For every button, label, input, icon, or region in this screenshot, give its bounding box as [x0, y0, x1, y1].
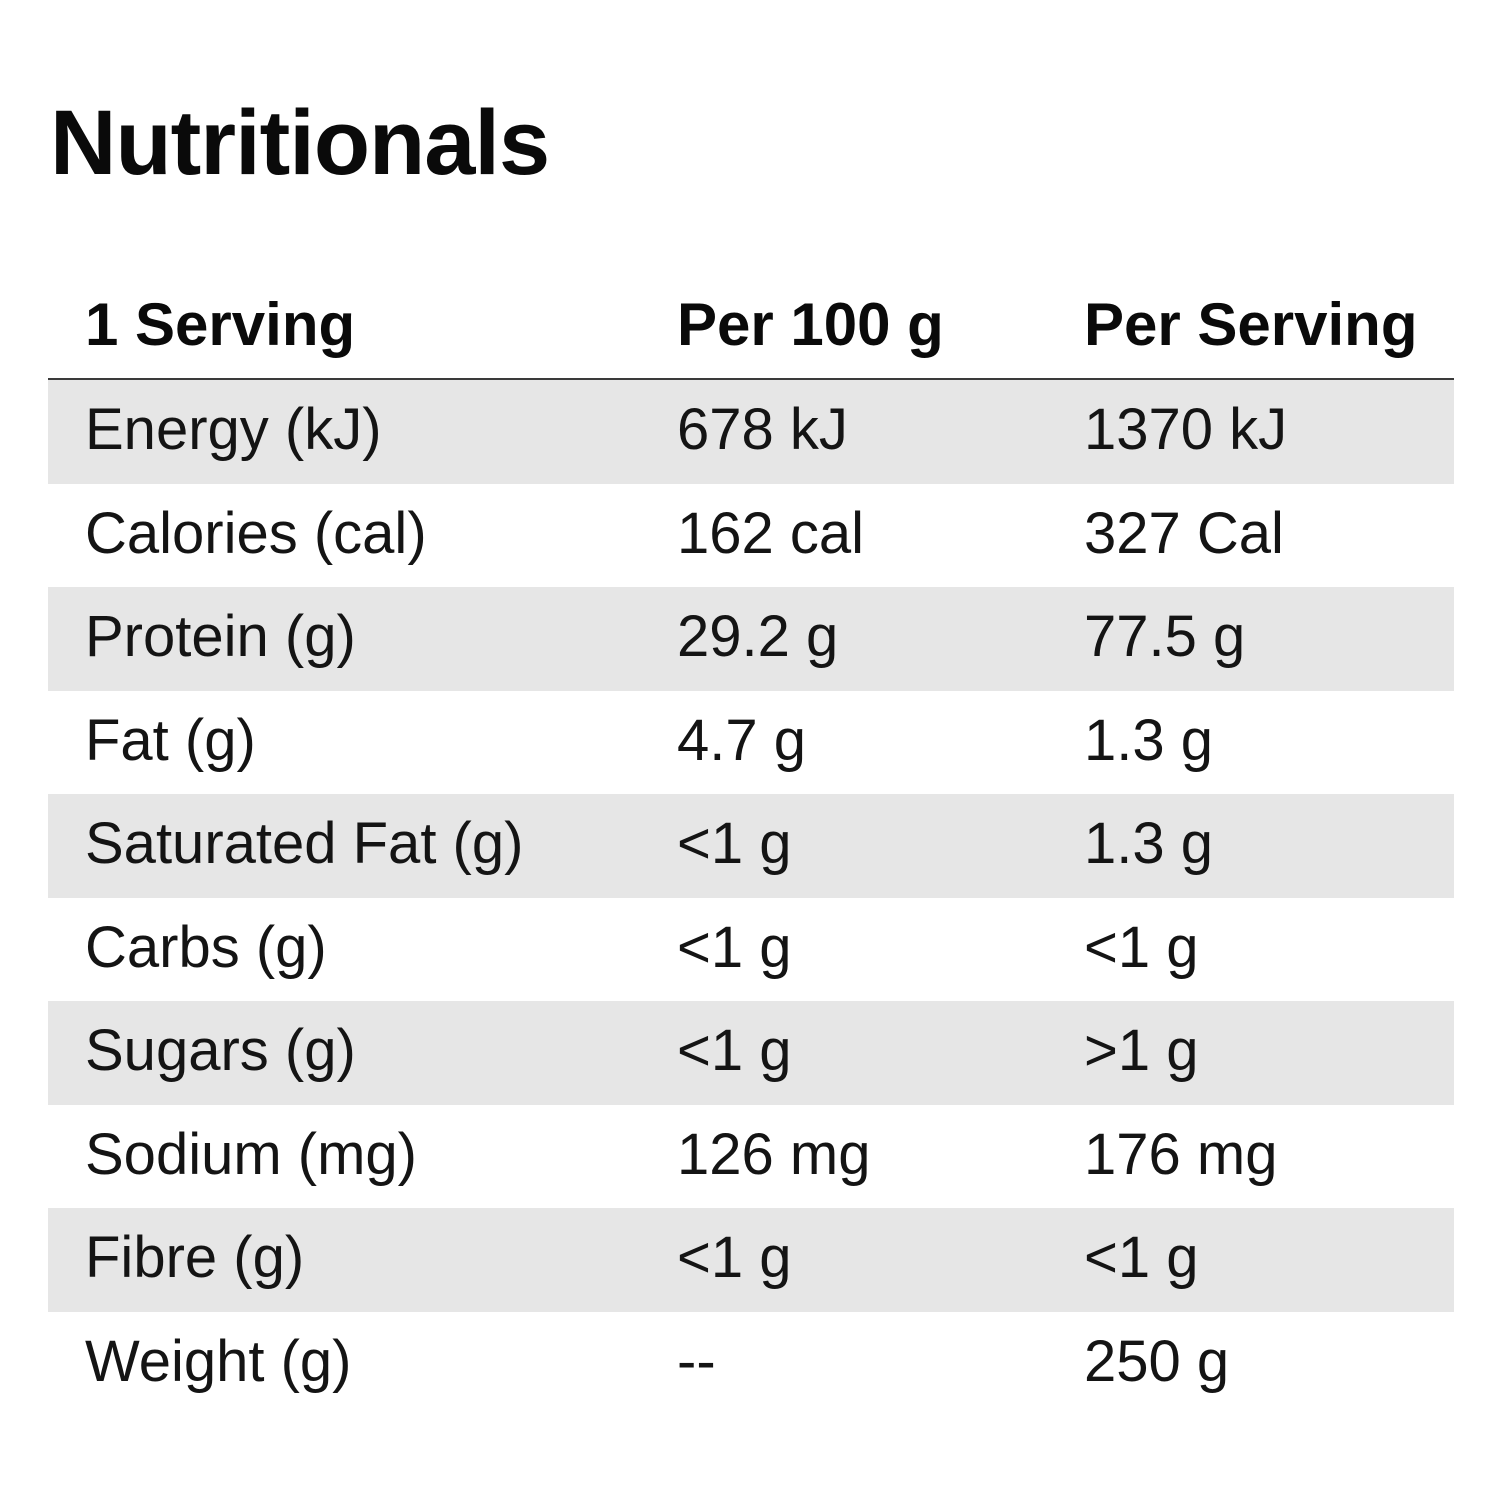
nutrient-label: Energy (kJ) [85, 397, 382, 462]
per-100g-value: 29.2 g [677, 604, 839, 669]
header-per-serving: Per Serving [1084, 291, 1418, 358]
nutrient-label: Fat (g) [85, 707, 256, 773]
nutrition-table: 1 Serving Per 100 g Per Serving Energy (… [48, 270, 1454, 1415]
nutrient-label: Sugars (g) [85, 1018, 356, 1083]
table-header: 1 Serving Per 100 g Per Serving [48, 270, 1454, 380]
per-100g-value: 4.7 g [677, 707, 806, 773]
table-row: Weight (g) -- 250 g [48, 1312, 1454, 1416]
header-per-100g: Per 100 g [677, 291, 944, 358]
per-100g-value: <1 g [677, 914, 792, 980]
table-row: Fat (g) 4.7 g 1.3 g [48, 691, 1454, 795]
per-serving-value: 1.3 g [1084, 811, 1213, 876]
per-100g-value: <1 g [677, 1225, 792, 1290]
table-row: Energy (kJ) 678 kJ 1370 kJ [48, 380, 1454, 484]
table-row: Sodium (mg) 126 mg 176 mg [48, 1105, 1454, 1209]
per-serving-value: 176 mg [1084, 1121, 1278, 1187]
nutrient-label: Saturated Fat (g) [85, 811, 524, 876]
per-100g-value: 678 kJ [677, 397, 848, 462]
table-row: Protein (g) 29.2 g 77.5 g [48, 587, 1454, 691]
table-row: Calories (cal) 162 cal 327 Cal [48, 484, 1454, 588]
header-serving: 1 Serving [85, 291, 356, 358]
per-serving-value: <1 g [1084, 1225, 1199, 1290]
per-serving-value: 327 Cal [1084, 500, 1284, 566]
table-row: Carbs (g) <1 g <1 g [48, 898, 1454, 1002]
nutrient-label: Weight (g) [85, 1328, 352, 1394]
per-100g-value: 126 mg [677, 1121, 871, 1187]
per-serving-value: 77.5 g [1084, 604, 1246, 669]
per-serving-value: <1 g [1084, 914, 1199, 980]
table-row: Sugars (g) <1 g >1 g [48, 1001, 1454, 1105]
table-row: Fibre (g) <1 g <1 g [48, 1208, 1454, 1312]
per-serving-value: >1 g [1084, 1018, 1199, 1083]
table-row: Saturated Fat (g) <1 g 1.3 g [48, 794, 1454, 898]
nutrient-label: Fibre (g) [85, 1225, 305, 1290]
nutrient-label: Calories (cal) [85, 500, 427, 566]
per-100g-value: <1 g [677, 811, 792, 876]
nutrient-label: Carbs (g) [85, 914, 327, 980]
per-serving-value: 250 g [1084, 1328, 1230, 1394]
nutrient-label: Protein (g) [85, 604, 356, 669]
nutrient-label: Sodium (mg) [85, 1121, 417, 1187]
per-serving-value: 1.3 g [1084, 707, 1213, 773]
per-100g-value: -- [677, 1328, 716, 1394]
per-100g-value: <1 g [677, 1018, 792, 1083]
per-serving-value: 1370 kJ [1084, 397, 1288, 462]
per-100g-value: 162 cal [677, 500, 865, 566]
page-title: Nutritionals [50, 92, 550, 194]
